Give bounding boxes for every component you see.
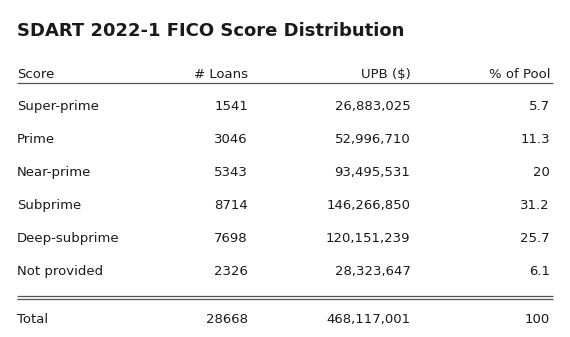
Text: 6.1: 6.1 xyxy=(529,265,550,278)
Text: 120,151,239: 120,151,239 xyxy=(326,232,410,245)
Text: # Loans: # Loans xyxy=(194,68,248,81)
Text: Deep-subprime: Deep-subprime xyxy=(17,232,120,245)
Text: Subprime: Subprime xyxy=(17,199,82,212)
Text: UPB ($): UPB ($) xyxy=(361,68,410,81)
Text: SDART 2022-1 FICO Score Distribution: SDART 2022-1 FICO Score Distribution xyxy=(17,22,405,40)
Text: % of Pool: % of Pool xyxy=(488,68,550,81)
Text: Prime: Prime xyxy=(17,133,55,146)
Text: 5343: 5343 xyxy=(214,166,248,179)
Text: Near-prime: Near-prime xyxy=(17,166,91,179)
Text: 2326: 2326 xyxy=(214,265,248,278)
Text: 468,117,001: 468,117,001 xyxy=(326,313,410,326)
Text: 28668: 28668 xyxy=(206,313,248,326)
Text: 52,996,710: 52,996,710 xyxy=(335,133,410,146)
Text: 93,495,531: 93,495,531 xyxy=(335,166,410,179)
Text: Not provided: Not provided xyxy=(17,265,103,278)
Text: 7698: 7698 xyxy=(214,232,248,245)
Text: 8714: 8714 xyxy=(214,199,248,212)
Text: Total: Total xyxy=(17,313,48,326)
Text: 28,323,647: 28,323,647 xyxy=(335,265,410,278)
Text: 100: 100 xyxy=(525,313,550,326)
Text: 20: 20 xyxy=(533,166,550,179)
Text: 3046: 3046 xyxy=(214,133,248,146)
Text: 26,883,025: 26,883,025 xyxy=(335,100,410,113)
Text: 11.3: 11.3 xyxy=(520,133,550,146)
Text: 25.7: 25.7 xyxy=(520,232,550,245)
Text: 31.2: 31.2 xyxy=(520,199,550,212)
Text: Super-prime: Super-prime xyxy=(17,100,99,113)
Text: 5.7: 5.7 xyxy=(529,100,550,113)
Text: 1541: 1541 xyxy=(214,100,248,113)
Text: 146,266,850: 146,266,850 xyxy=(327,199,410,212)
Text: Score: Score xyxy=(17,68,55,81)
